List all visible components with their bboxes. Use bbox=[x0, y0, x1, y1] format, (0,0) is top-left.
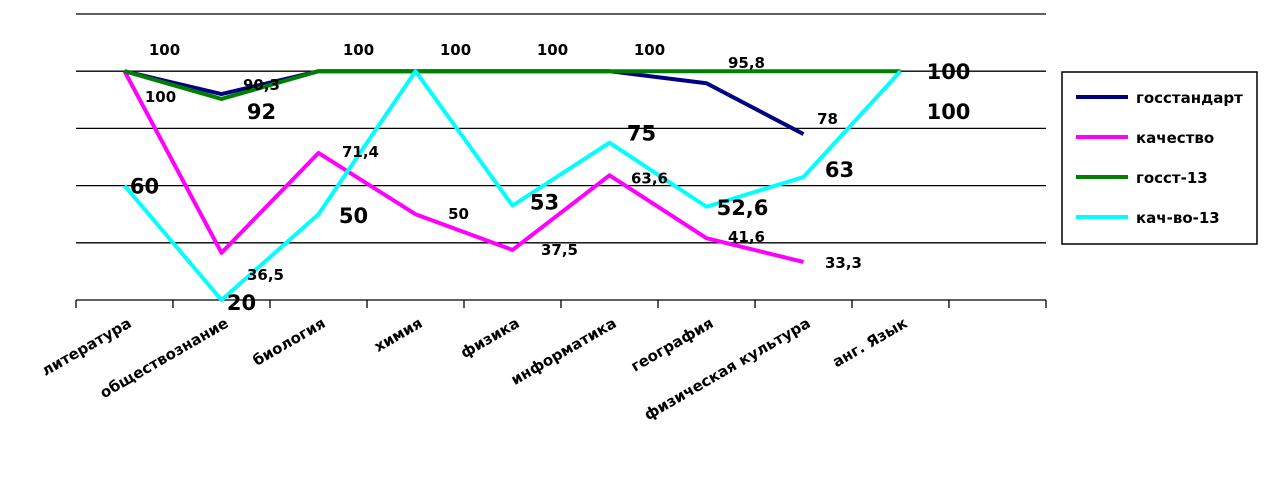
x-axis bbox=[75, 300, 1047, 308]
data-label: 100 bbox=[145, 88, 176, 106]
data-label: 36,5 bbox=[247, 266, 284, 284]
legend-entry: госстандарт bbox=[1136, 89, 1243, 107]
legend-entry: госст-13 bbox=[1136, 169, 1208, 187]
series-line-качество bbox=[122, 70, 804, 264]
data-label: 100 bbox=[440, 41, 471, 59]
data-label: 100 bbox=[634, 41, 665, 59]
data-label: 20 bbox=[227, 291, 256, 315]
data-label: 100 bbox=[927, 60, 971, 84]
series-line-госстандарт bbox=[124, 69, 805, 136]
category-label: биология bbox=[250, 314, 329, 370]
data-label: 78 bbox=[817, 110, 838, 128]
category-label: информатика bbox=[508, 314, 620, 389]
category-label: физическая культура bbox=[641, 314, 814, 424]
data-label: 41,6 bbox=[728, 228, 765, 246]
data-label: 100 bbox=[149, 41, 180, 59]
data-label: 52,6 bbox=[717, 196, 769, 220]
series-line-кач-во-13 bbox=[122, 69, 902, 302]
series-line-госст-13 bbox=[123, 69, 901, 101]
category-label: география bbox=[628, 314, 717, 376]
data-label: 63 bbox=[825, 158, 854, 182]
data-label: 53 bbox=[530, 191, 559, 215]
category-label: литература bbox=[38, 314, 134, 380]
legend-entry: качество bbox=[1136, 129, 1214, 147]
data-label: 100 bbox=[927, 100, 971, 124]
data-label: 33,3 bbox=[825, 254, 862, 272]
data-label: 75 bbox=[627, 122, 656, 146]
category-label: анг. Язык bbox=[829, 314, 910, 371]
series-lines bbox=[122, 69, 902, 302]
data-label: 50 bbox=[339, 204, 368, 228]
data-label: 95,8 bbox=[728, 54, 765, 72]
data-label: 92 bbox=[247, 100, 276, 124]
data-label: 37,5 bbox=[541, 241, 578, 259]
data-label: 71,4 bbox=[342, 143, 379, 161]
category-label: химия bbox=[371, 314, 426, 356]
legend-entry: кач-во-13 bbox=[1136, 209, 1220, 227]
data-label: 50 bbox=[448, 205, 469, 223]
data-labels: 100 92 100 100 100 100 95,8 78 100 36,5 71,4 50 37,5… bbox=[130, 41, 971, 315]
legend: госстандарт качество госст-13 кач-во-13 bbox=[1061, 71, 1258, 245]
data-label: 60 bbox=[130, 175, 159, 199]
data-label: 100 bbox=[537, 41, 568, 59]
data-label: 100 bbox=[343, 41, 374, 59]
category-label: физика bbox=[457, 314, 522, 362]
data-label: 63,6 bbox=[631, 169, 668, 187]
data-label: 90,3 bbox=[243, 76, 280, 94]
